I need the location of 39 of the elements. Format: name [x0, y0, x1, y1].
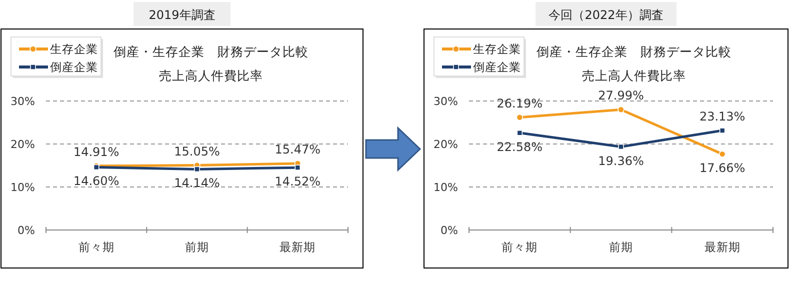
- data-label: 23.13%: [699, 110, 746, 124]
- data-label: 14.60%: [73, 174, 120, 188]
- chart-subtitle: 売上高人件費比率: [582, 68, 686, 83]
- data-label: 15.47%: [274, 142, 321, 156]
- y-tick-label: 20%: [10, 138, 35, 151]
- x-tick-label: 前期: [609, 240, 633, 254]
- data-label: 19.36%: [598, 154, 644, 168]
- legend-label: 倒産企業: [50, 60, 98, 74]
- x-tick-label: 最新期: [704, 240, 740, 254]
- x-tick-label: 最新期: [280, 240, 316, 254]
- chart-title: 倒産・生存企業 財務データ比較: [114, 44, 308, 59]
- y-tick-label: 30%: [10, 95, 35, 108]
- x-tick-label: 前々期: [502, 240, 538, 254]
- legend-label: 倒産企業: [473, 60, 521, 74]
- text: 2019年調査: [148, 8, 216, 22]
- y-tick-label: 30%: [434, 95, 458, 108]
- y-tick-label: 20%: [434, 138, 458, 151]
- point: [516, 114, 524, 121]
- data-label: 22.58%: [496, 140, 543, 154]
- point: [718, 150, 726, 158]
- point: [618, 106, 624, 114]
- data-label: 14.91%: [73, 144, 120, 159]
- x-tick-label: 前々期: [78, 240, 114, 254]
- legend-label: 生存企業: [50, 42, 98, 56]
- text: 今回（2022年）調査: [548, 8, 664, 22]
- chart-title: 倒産・生存企業 財務データ比較: [536, 44, 732, 59]
- y-tick-label: 0%: [18, 224, 35, 237]
- data-label: 26.19%: [496, 96, 543, 110]
- x-tick-label: 前期: [185, 240, 209, 254]
- data-label: 14.52%: [274, 174, 321, 189]
- chart-subtitle: 売上高人件費比率: [159, 68, 263, 83]
- data-label: 14.14%: [174, 176, 220, 190]
- y-tick-label: 0%: [440, 224, 458, 237]
- data-label: 15.05%: [174, 144, 220, 158]
- data-label: 27.99%: [598, 88, 644, 103]
- y-tick-label: 10%: [434, 181, 458, 194]
- y-tick-label: 10%: [10, 181, 35, 194]
- legend-label: 生存企業: [473, 42, 521, 56]
- data-label: 17.66%: [699, 161, 746, 176]
